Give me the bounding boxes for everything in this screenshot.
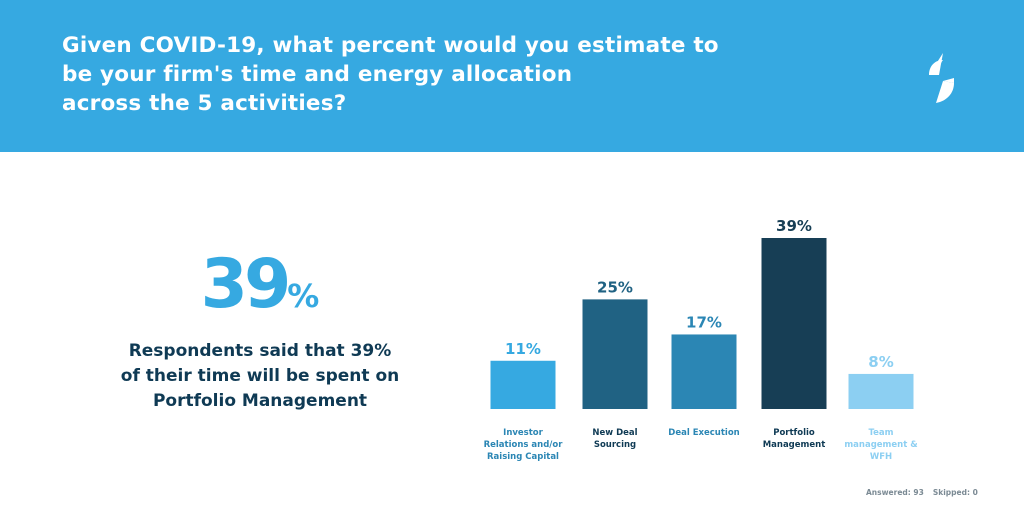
highlight-percent-sign: % [287,277,320,315]
header-banner: Given COVID-19, what percent would you e… [0,0,1024,152]
category-label-line: Investor [503,428,543,438]
title-line: across the 5 activities? [62,91,347,116]
highlight-number: 39 [200,245,292,324]
category-label: Team management & WFH [844,428,918,462]
bar-value-label: 11% [505,340,541,358]
bar-value-label: 25% [597,278,633,296]
bar-value-label: 8% [868,353,893,371]
category-label-line: Raising Capital [487,452,559,462]
category-label-line: Deal Execution [668,428,739,438]
category-label: Investor Relations and/or Raising Capital [484,428,564,462]
bar-deal-execution [671,334,737,409]
brand-s-logo-icon [929,53,954,103]
bar-investor-relations-and-or-raising-capital [490,360,556,409]
category-label: Portfolio Management [763,428,826,450]
bar-value-label: 17% [686,313,722,331]
title-line: Given COVID-19, what percent would you e… [62,33,719,58]
category-label-line: WFH [870,452,892,462]
highlight-stat: 39% [150,250,370,320]
category-label-line: management & [844,440,918,450]
bar-new-deal-sourcing [582,299,648,409]
category-label-line: Team [868,428,893,438]
bar-value-label: 39% [776,217,812,235]
category-label-line: New Deal [592,428,637,438]
category-label-line: Portfolio [773,428,815,438]
title-line: be your firm's time and energy allocatio… [62,62,573,87]
highlight-text-line: of their time will be spent on [120,366,400,386]
highlight-description: Respondents said that 39% of their time … [110,339,410,414]
response-counts: Answered: 93 Skipped: 0 [866,488,978,497]
category-label-line: Sourcing [594,440,636,450]
skipped-count: Skipped: 0 [932,488,978,497]
category-label-line: Management [763,440,826,450]
highlight-text-line: Respondents said that 39% [128,341,392,361]
bar-team-management-wfh [848,373,914,409]
question-title: Given COVID-19, what percent would you e… [62,31,802,118]
category-label: New Deal Sourcing [592,428,637,450]
highlight-text-line: Portfolio Management [152,391,368,411]
category-label-line: Relations and/or [484,440,564,450]
category-label: Deal Execution [668,428,739,438]
bar-portfolio-management [761,238,827,409]
answered-count: Answered: 93 [866,488,924,497]
